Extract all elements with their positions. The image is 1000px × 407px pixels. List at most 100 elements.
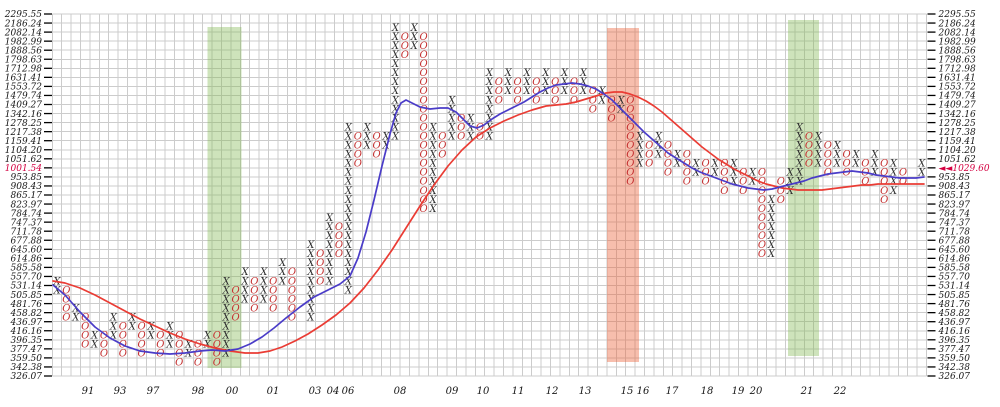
pnf-o-symbol: O — [269, 303, 277, 314]
pnf-o-symbol: O — [438, 131, 446, 142]
year-label: 01 — [267, 386, 280, 397]
pnf-o-symbol: O — [758, 195, 766, 206]
pnf-x-symbol: X — [729, 159, 738, 170]
year-label: 98 — [192, 386, 205, 397]
pnf-o-symbol: O — [701, 177, 709, 188]
pnf-o-symbol: O — [589, 104, 597, 115]
pnf-x-symbol: X — [391, 41, 400, 52]
pnf-x-symbol: X — [410, 32, 419, 43]
price-label-left: 1631.41 — [5, 74, 42, 84]
pnf-x-symbol: X — [870, 150, 879, 161]
pnf-o-symbol: O — [805, 131, 813, 142]
price-label-left: 1553.72 — [5, 83, 42, 93]
pnf-o-symbol: O — [137, 340, 145, 351]
pnf-o-symbol: O — [824, 159, 832, 170]
pnf-o-symbol: O — [626, 104, 634, 115]
price-label-right: 505.85 — [939, 291, 971, 301]
pnf-o-symbol: O — [354, 150, 362, 161]
price-label-left: 436.97 — [10, 318, 43, 328]
pnf-o-symbol: O — [419, 159, 427, 170]
pnf-x-symbol: X — [692, 159, 701, 170]
pnf-x-symbol: X — [767, 231, 776, 242]
pnf-o-symbol: O — [419, 68, 427, 79]
pnf-o-symbol: O — [683, 150, 691, 161]
pnf-o-symbol: O — [777, 177, 785, 188]
pnf-o-symbol: O — [316, 267, 324, 278]
pnf-x-symbol: X — [786, 177, 795, 188]
pnf-o-symbol: O — [457, 131, 465, 142]
pnf-x-symbol: X — [381, 131, 390, 142]
price-label-right: 481.76 — [938, 300, 971, 310]
pnf-x-symbol: X — [428, 150, 437, 161]
pnf-o-symbol: O — [419, 168, 427, 179]
pnf-x-symbol: X — [428, 168, 437, 179]
pnf-o-symbol: O — [250, 303, 258, 314]
pnf-x-symbol: X — [795, 159, 804, 170]
pnf-o-symbol: O — [589, 86, 597, 97]
pnf-o-symbol: O — [419, 59, 427, 70]
pnf-o-symbol: O — [476, 131, 484, 142]
pnf-x-symbol: X — [579, 77, 588, 88]
pnf-x-symbol: X — [71, 303, 80, 314]
pnf-o-symbol: O — [335, 222, 343, 233]
pnf-x-symbol: X — [729, 168, 738, 179]
pnf-o-symbol: O — [401, 50, 409, 61]
pnf-o-symbol: O — [720, 168, 728, 179]
pnf-o-symbol: O — [419, 32, 427, 43]
pnf-o-symbol: O — [805, 150, 813, 161]
pnf-x-symbol: X — [767, 222, 776, 233]
pnf-o-symbol: O — [156, 331, 164, 342]
pnf-x-symbol: X — [522, 86, 531, 97]
price-label-right: 1479.74 — [939, 92, 976, 102]
pnf-o-symbol: O — [758, 240, 766, 251]
pnf-x-symbol: X — [485, 113, 494, 124]
pnf-o-symbol: O — [495, 77, 503, 88]
price-label-right: 377.47 — [939, 345, 971, 355]
pnf-x-symbol: X — [306, 312, 315, 323]
pnf-o-symbol: O — [457, 113, 465, 124]
pnf-o-symbol: O — [175, 340, 183, 351]
price-label-right: 953.85 — [939, 173, 971, 183]
ma-line-blue — [52, 82, 925, 355]
pnf-o-symbol: O — [156, 340, 164, 351]
price-label-right: 677.88 — [939, 236, 971, 246]
pnf-o-symbol: O — [758, 222, 766, 233]
pnf-x-symbol: X — [889, 177, 898, 188]
pnf-x-symbol: X — [90, 331, 99, 342]
price-label-right: 823.97 — [939, 200, 971, 210]
pnf-o-symbol: O — [231, 312, 239, 323]
pnf-o-symbol: O — [231, 303, 239, 314]
pnf-o-symbol: O — [137, 322, 145, 333]
pnf-x-symbol: X — [344, 267, 353, 278]
price-label-right: 1104.20 — [939, 146, 976, 156]
year-label: 15 — [621, 386, 634, 397]
pnf-o-symbol: O — [805, 141, 813, 152]
pnf-x-symbol: X — [344, 231, 353, 242]
pnf-x-symbol: X — [635, 131, 644, 142]
pnf-o-symbol: O — [137, 349, 145, 360]
pnf-o-symbol: O — [213, 358, 221, 369]
pnf-x-symbol: X — [541, 68, 550, 79]
price-label-left: 531.14 — [11, 282, 43, 292]
pnf-o-symbol: O — [194, 358, 202, 369]
year-label: 06 — [342, 386, 355, 397]
pnf-x-symbol: X — [654, 131, 663, 142]
pnf-o-symbol: O — [269, 294, 277, 305]
pnf-x-symbol: X — [428, 131, 437, 142]
pnf-o-symbol: O — [824, 141, 832, 152]
year-label: 11 — [512, 386, 525, 397]
pnf-o-symbol: O — [81, 322, 89, 333]
pnf-o-symbol: O — [194, 340, 202, 351]
ma-line-red — [52, 91, 925, 354]
pnf-o-symbol: O — [777, 195, 785, 206]
pnf-o-symbol: O — [626, 177, 634, 188]
pnf-o-symbol: O — [119, 349, 127, 360]
price-label-left: 2295.55 — [4, 10, 42, 20]
pnf-o-symbol: O — [419, 177, 427, 188]
price-label-left: 359.50 — [11, 354, 43, 364]
red-band — [607, 28, 639, 362]
pnf-o-symbol: O — [419, 186, 427, 197]
price-label-left: 557.70 — [11, 273, 43, 283]
pnf-x-symbol: X — [814, 159, 823, 170]
pnf-x-symbol: X — [654, 141, 663, 152]
